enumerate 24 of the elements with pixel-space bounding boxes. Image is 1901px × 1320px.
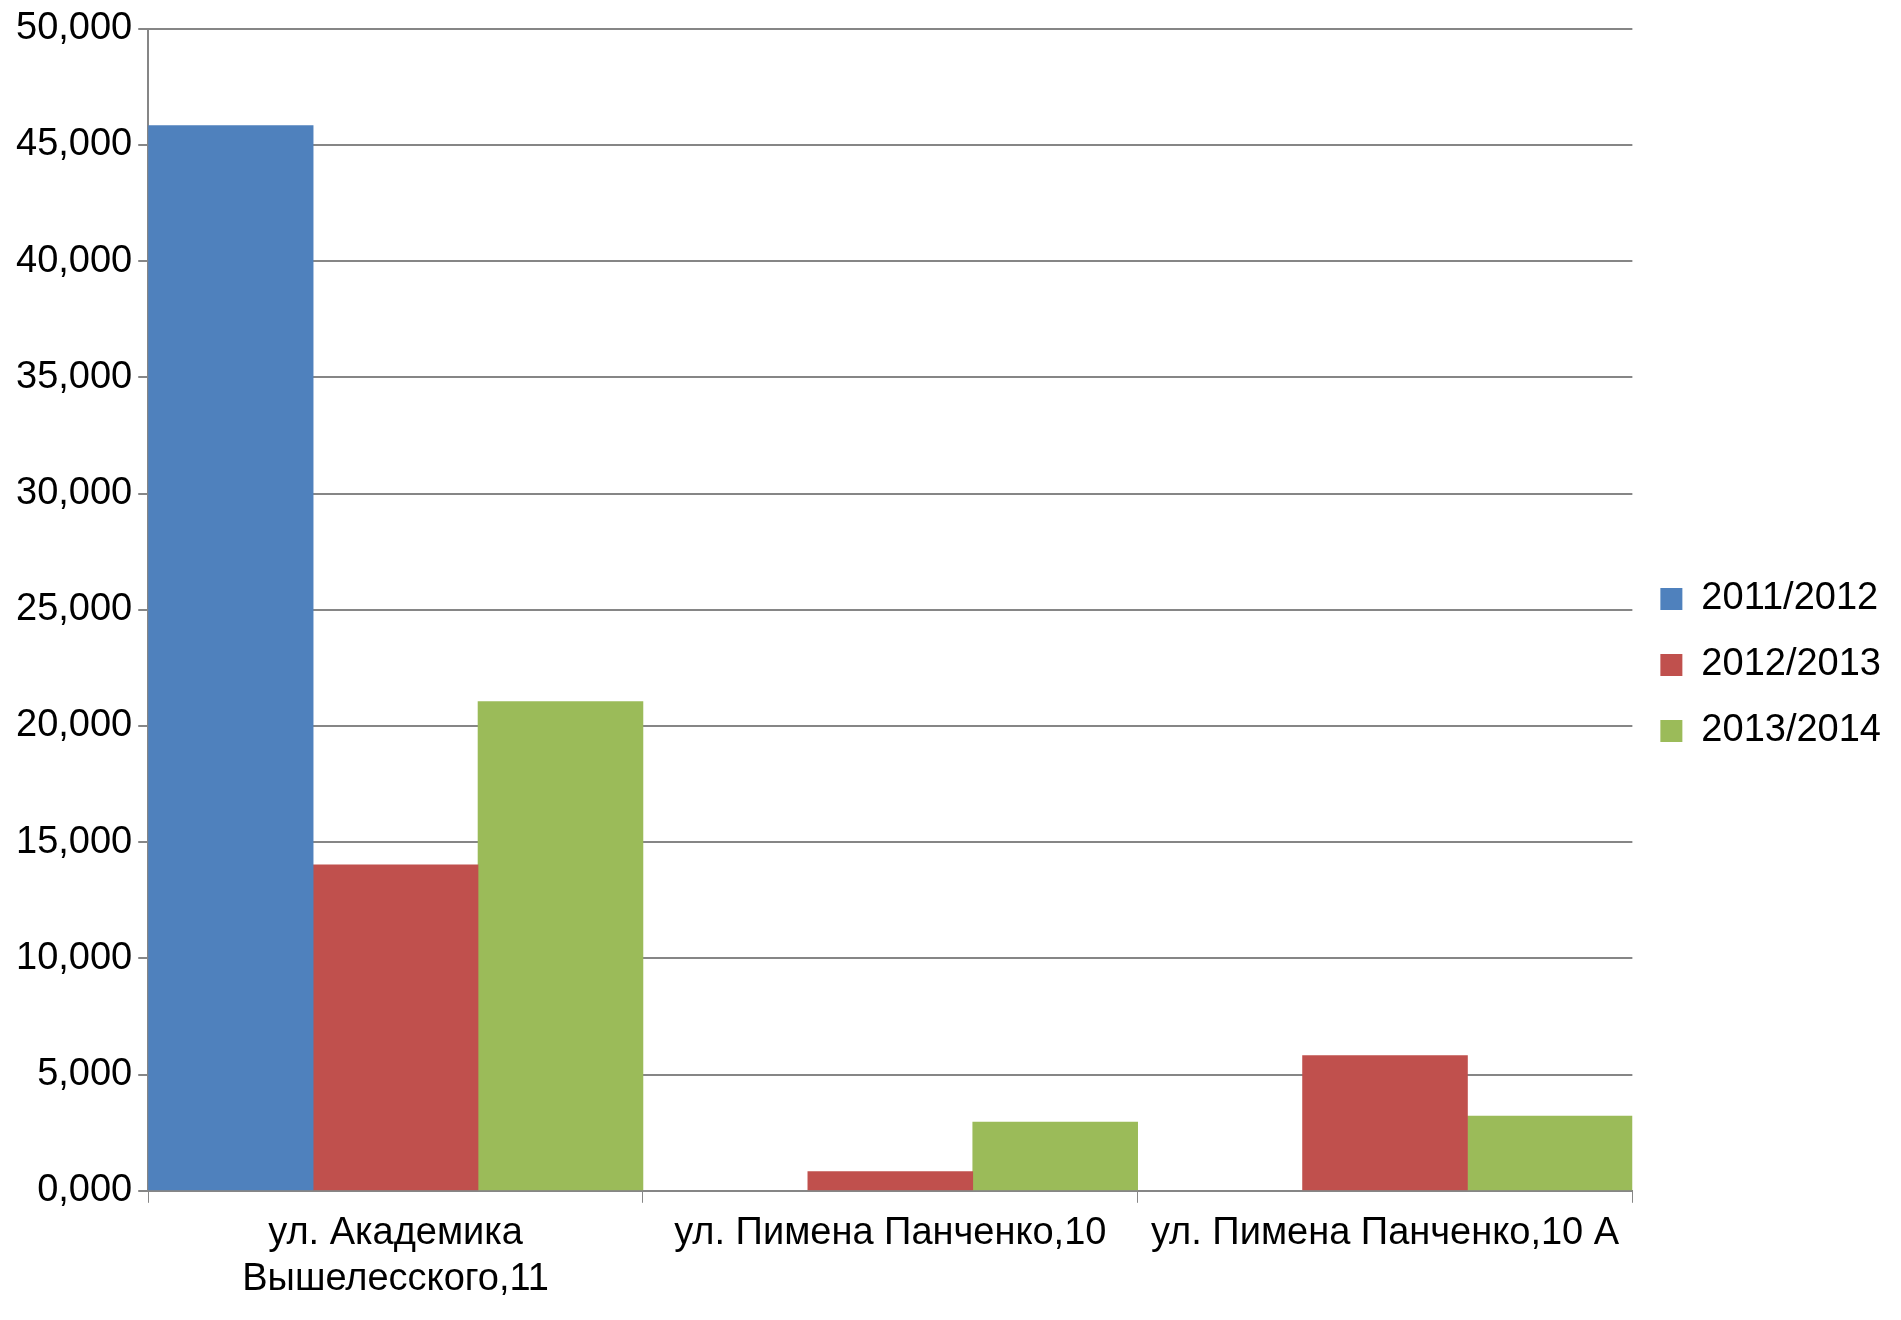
- y-tick-label: 5,000: [37, 1051, 133, 1094]
- legend-label: 2013/2014: [1701, 707, 1882, 750]
- bar: [972, 1121, 1138, 1191]
- legend-label: 2011/2012: [1701, 575, 1879, 618]
- bar: [1467, 1115, 1633, 1191]
- bar: [477, 701, 644, 1191]
- y-tick-label: 50,000: [15, 5, 133, 48]
- x-tick-label: ул. Академика Вышелесского,11: [242, 1210, 549, 1298]
- y-tick-label: 35,000: [15, 353, 133, 396]
- y-tick-label: 45,000: [15, 121, 133, 164]
- y-tick-label: 20,000: [15, 702, 133, 745]
- y-tick-label: 40,000: [15, 237, 133, 280]
- bar: [312, 864, 479, 1191]
- bar: [148, 125, 314, 1191]
- bar: [1302, 1055, 1468, 1191]
- y-tick-label: 30,000: [15, 470, 133, 513]
- x-tick-label: ул. Пимена Панченко,10: [674, 1210, 1107, 1253]
- y-tick-label: 15,000: [15, 818, 133, 861]
- bar: [807, 1171, 974, 1191]
- x-tick-label: ул. Пимена Панченко,10 А: [1150, 1210, 1620, 1253]
- legend-label: 2012/2013: [1701, 641, 1882, 684]
- y-tick-label: 10,000: [15, 934, 133, 977]
- y-tick-label: 25,000: [15, 586, 133, 629]
- y-tick-label: 0,000: [37, 1167, 133, 1210]
